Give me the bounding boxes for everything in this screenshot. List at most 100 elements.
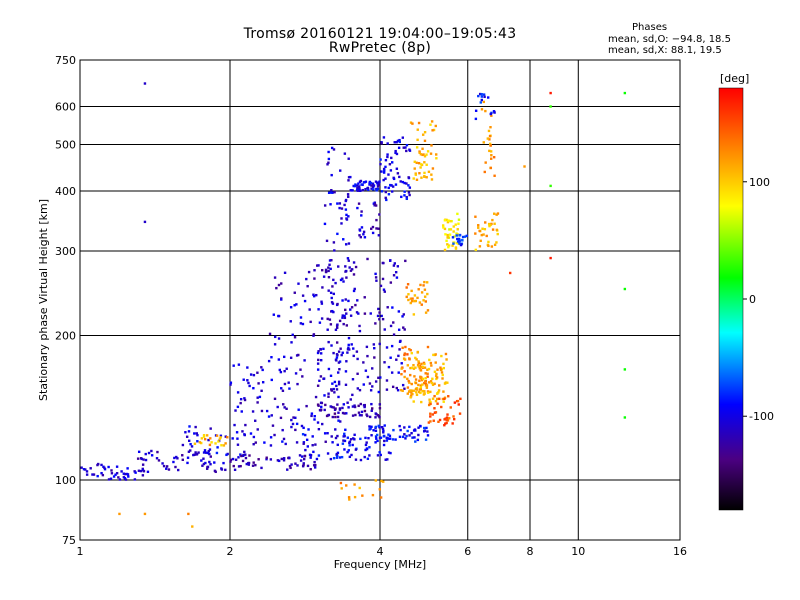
data-point [365, 413, 368, 416]
data-point [415, 146, 419, 149]
data-point [428, 358, 431, 362]
data-point [429, 123, 432, 126]
data-point [157, 459, 161, 462]
data-point [382, 429, 385, 433]
data-point [288, 464, 292, 468]
data-point [206, 451, 210, 455]
data-point [324, 403, 327, 407]
data-point [254, 463, 257, 467]
data-point [330, 388, 333, 391]
data-point [257, 458, 260, 461]
data-point [344, 270, 347, 273]
data-point [80, 466, 83, 469]
data-point [400, 362, 403, 365]
data-point [425, 176, 428, 179]
data-point [377, 183, 381, 187]
data-point [339, 420, 342, 423]
data-point [379, 453, 382, 457]
data-point [463, 235, 467, 238]
data-point [489, 112, 492, 116]
data-point [418, 172, 421, 175]
data-point [386, 436, 389, 440]
data-point [382, 178, 385, 182]
data-point [162, 464, 166, 468]
data-point [336, 232, 339, 236]
data-point [258, 395, 262, 399]
data-point [458, 412, 462, 415]
data-point [375, 279, 378, 282]
data-point [478, 245, 482, 248]
data-point [302, 426, 305, 430]
data-point [435, 372, 438, 376]
data-point [431, 383, 435, 387]
data-point [192, 453, 195, 457]
data-point [416, 138, 419, 142]
data-point [243, 433, 246, 437]
data-point [177, 468, 180, 472]
data-point [424, 377, 427, 380]
data-point [396, 265, 400, 268]
x-axis-ticks: 1 2 4 6 8 10 16 [77, 545, 688, 558]
data-point [173, 456, 176, 460]
data-point [248, 384, 251, 388]
data-point [345, 213, 348, 217]
data-point [247, 381, 250, 385]
data-point [383, 169, 386, 172]
data-point [340, 487, 343, 490]
data-point [356, 387, 360, 390]
data-point [331, 285, 334, 288]
data-point [207, 438, 210, 442]
data-point [261, 368, 264, 372]
data-point [265, 409, 269, 413]
data-point [320, 302, 324, 305]
data-point [321, 269, 324, 272]
data-point [405, 434, 408, 438]
data-point [232, 364, 235, 367]
data-point [351, 378, 355, 381]
data-point [327, 275, 331, 279]
data-point [309, 468, 312, 471]
data-point [436, 368, 439, 371]
data-point [270, 414, 273, 417]
data-point [279, 370, 283, 374]
data-point [441, 373, 444, 377]
data-point [440, 354, 443, 358]
data-point [251, 464, 255, 467]
data-point [390, 190, 394, 193]
data-point [343, 152, 347, 155]
data-point [229, 460, 232, 463]
data-point [623, 416, 627, 419]
data-point [285, 407, 288, 410]
y-axis-label: Stationary phase Virtual Height [km] [37, 199, 50, 401]
data-point [455, 241, 459, 245]
data-point [456, 399, 460, 403]
data-point [474, 215, 477, 218]
data-point [203, 438, 207, 441]
data-point [365, 447, 369, 451]
data-point [316, 368, 320, 371]
data-point [417, 433, 420, 437]
data-point [442, 362, 445, 366]
data-point [289, 306, 293, 309]
data-point [280, 298, 283, 301]
data-point [449, 228, 453, 231]
data-point [330, 435, 333, 438]
data-point [191, 525, 194, 528]
data-point [224, 468, 227, 472]
data-point [426, 309, 430, 312]
data-point [413, 167, 416, 170]
data-point [453, 235, 456, 238]
data-point [364, 187, 367, 191]
data-point [437, 389, 441, 392]
colorbar-tick-label: 0 [749, 293, 756, 306]
data-point [215, 451, 219, 455]
data-point [427, 170, 431, 174]
data-point [358, 324, 361, 328]
data-point [208, 452, 211, 456]
data-point [434, 361, 437, 364]
data-point [317, 358, 320, 362]
data-point [378, 407, 382, 410]
data-point [415, 391, 418, 394]
data-point [384, 177, 387, 180]
data-point [433, 407, 436, 410]
